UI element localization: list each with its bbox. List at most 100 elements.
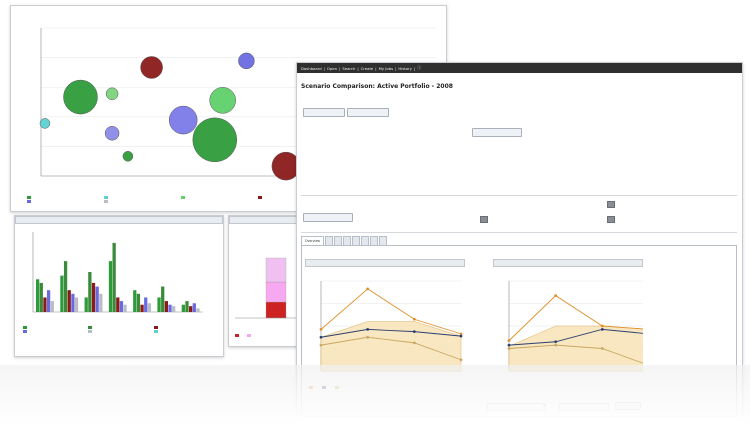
nav-search[interactable]: Search [342, 65, 356, 71]
bar [39, 282, 43, 312]
bar [63, 261, 68, 312]
apply-button[interactable] [303, 213, 353, 222]
action-button[interactable] [347, 108, 389, 117]
bar [60, 275, 64, 312]
bar [36, 279, 40, 312]
data-point [507, 339, 511, 343]
data-point [366, 335, 370, 339]
legend-item [153, 326, 213, 329]
nav-separator: | [323, 65, 325, 71]
series-line [320, 336, 462, 361]
bar [71, 293, 75, 312]
bubble-point [63, 79, 98, 115]
data-point [554, 343, 558, 347]
bar [168, 304, 172, 312]
edit-button[interactable] [303, 108, 345, 117]
series-line [508, 295, 643, 341]
bar [123, 304, 127, 312]
bar [136, 293, 141, 312]
legend-item [153, 330, 213, 333]
bar [196, 308, 200, 312]
stacked-legend [235, 334, 253, 337]
page-title: Scenario Comparison: Active Portfolio - … [301, 83, 453, 90]
bar [181, 304, 185, 312]
bar-chart-header [15, 216, 223, 224]
toggle-checkbox[interactable] [480, 216, 488, 223]
bubble-point [168, 105, 198, 135]
help-icon[interactable]: ⓘ [417, 65, 421, 70]
bar [108, 261, 113, 312]
bar [133, 290, 137, 312]
bar [144, 297, 148, 312]
bar [147, 303, 152, 312]
bar [67, 290, 71, 312]
data-point [412, 341, 416, 345]
nav-separator: | [357, 65, 359, 71]
bar [189, 306, 193, 312]
bar [157, 297, 161, 312]
toggle-checkbox[interactable] [607, 216, 615, 223]
bubble-point [39, 118, 51, 129]
data-point [366, 327, 370, 331]
bar [192, 303, 196, 312]
data-point [507, 343, 511, 347]
series-line [508, 328, 643, 346]
chart-right-header [493, 259, 643, 267]
data-point [600, 324, 604, 328]
reflection-overlay [0, 365, 750, 425]
bar [164, 301, 168, 312]
legend-item [88, 330, 147, 333]
legend-item [104, 196, 173, 199]
nav-separator: | [375, 65, 377, 71]
legend-item [104, 200, 173, 203]
legend-item [23, 326, 82, 329]
main-nav-bar: Dashboard | Open | Search | Create | My … [297, 63, 742, 73]
nav-open[interactable]: Open [326, 65, 338, 71]
bar [116, 297, 120, 312]
bar [119, 301, 124, 312]
filter-panel [301, 195, 737, 233]
bubble-point [209, 87, 236, 114]
bar [43, 297, 47, 312]
area-fill [320, 321, 462, 372]
data-point [412, 317, 416, 321]
legend-item [88, 326, 147, 329]
nav-separator: | [413, 65, 416, 71]
stacked-segment [265, 281, 287, 303]
stacked-segment [265, 301, 287, 319]
legend-item [235, 334, 241, 337]
bar [99, 293, 103, 312]
nav-create[interactable]: Create [360, 65, 374, 71]
data-point [459, 332, 463, 336]
filter-button[interactable] [472, 128, 522, 137]
bubble-point [192, 117, 238, 163]
nav-my-jobs[interactable]: My Jobs [378, 65, 394, 71]
series-line [508, 344, 643, 364]
stacked-bar-chart [235, 257, 305, 319]
bubble-point [105, 87, 119, 101]
bar [91, 282, 96, 312]
data-point [507, 347, 511, 350]
bubble-point [140, 56, 163, 79]
legend-item [258, 196, 327, 199]
data-point [412, 330, 416, 334]
data-point [600, 327, 604, 331]
data-point [554, 340, 558, 344]
bar [84, 297, 88, 312]
data-point [319, 343, 323, 347]
data-point [459, 334, 463, 338]
stacked-segment [265, 257, 287, 283]
data-point [600, 347, 604, 350]
nav-separator: | [395, 65, 397, 71]
nav-dashboard[interactable]: Dashboard [301, 65, 322, 71]
bar [95, 286, 99, 312]
nav-history[interactable]: History [398, 65, 412, 71]
data-point [554, 294, 558, 298]
bubble-legend [27, 196, 327, 203]
grouped-bar-chart [32, 232, 203, 313]
data-point [459, 358, 463, 362]
bubble-point [104, 125, 120, 141]
bar [74, 297, 79, 312]
legend-item [23, 330, 82, 333]
toggle-checkbox[interactable] [607, 201, 615, 208]
